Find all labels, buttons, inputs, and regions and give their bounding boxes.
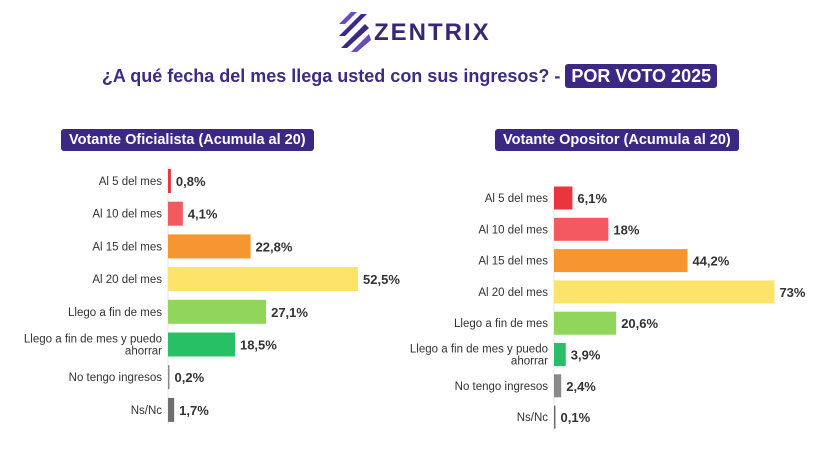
value-label: 0,1%: [561, 410, 591, 425]
category-label: Llego a fin de mes: [68, 307, 162, 319]
category-label: Al 15 del mes: [92, 241, 162, 253]
bar-oficialista-3: [168, 267, 359, 292]
category-label: No tengo ingresos: [69, 372, 163, 384]
category-label: Ns/Nc: [517, 412, 549, 424]
bar-opositor-7: [554, 405, 556, 429]
bar-opositor-2: [554, 249, 688, 273]
category-label: Al 10 del mes: [478, 224, 548, 236]
category-label: Llego a fin de mes y puedo: [410, 344, 548, 356]
question-text: ¿A qué fecha del mes llega usted con sus…: [101, 66, 550, 86]
bar-oficialista-0: [168, 169, 171, 193]
bar-opositor-0: [554, 186, 573, 210]
value-label: 27,1%: [271, 305, 308, 320]
value-label: 3,9%: [571, 348, 601, 363]
category-label: ahorrar: [511, 356, 548, 368]
category-label: Al 20 del mes: [478, 287, 548, 299]
value-label: 18,5%: [240, 338, 277, 353]
page-title: ¿A qué fecha del mes llega usted con sus…: [0, 64, 819, 88]
value-label: 52,5%: [363, 272, 400, 287]
bar-oficialista-7: [168, 397, 175, 422]
value-label: 0,8%: [176, 174, 206, 189]
brand-name: ZENTRIX: [374, 19, 491, 46]
heading-separator: -: [554, 66, 561, 86]
chart-title-oficialista: Votante Oficialista (Acumula al 20): [61, 129, 314, 151]
category-label: Ns/Nc: [131, 405, 163, 417]
category-label: Al 20 del mes: [92, 274, 162, 286]
category-label: Llego a fin de mes y puedo: [24, 334, 162, 346]
value-label: 2,4%: [566, 379, 596, 394]
zentrix-logo-icon: [339, 12, 371, 52]
value-label: 73%: [779, 285, 805, 300]
category-label: ahorrar: [125, 346, 162, 358]
value-label: 1,7%: [179, 403, 209, 418]
bar-opositor-4: [554, 311, 617, 335]
value-label: 44,2%: [692, 254, 729, 269]
value-label: 0,2%: [175, 370, 205, 385]
bar-oficialista-4: [168, 299, 267, 324]
category-label: Al 5 del mes: [99, 176, 163, 188]
category-label: Al 5 del mes: [485, 193, 549, 205]
value-label: 22,8%: [256, 239, 293, 254]
bar-opositor-3: [554, 280, 775, 304]
zentrix-logo: [339, 12, 371, 52]
category-label: Al 10 del mes: [92, 209, 162, 221]
bar-oficialista-5: [168, 332, 235, 357]
category-label: No tengo ingresos: [455, 381, 549, 393]
value-label: 4,1%: [188, 207, 218, 222]
bar-oficialista-1: [168, 201, 183, 226]
bar-opositor-6: [554, 374, 562, 398]
category-label: Al 15 del mes: [478, 256, 548, 268]
category-label: Llego a fin de mes: [454, 318, 548, 330]
value-label: 6,1%: [577, 191, 607, 206]
bar-oficialista-6: [168, 365, 170, 390]
value-label: 20,6%: [621, 316, 658, 331]
bar-opositor-5: [554, 343, 566, 366]
bar-opositor-1: [554, 217, 609, 241]
chart-title-opositor: Votante Opositor (Acumula al 20): [495, 129, 739, 151]
vote-tag: POR VOTO 2025: [565, 64, 718, 88]
value-label: 18%: [613, 222, 639, 237]
bar-oficialista-2: [168, 234, 251, 259]
